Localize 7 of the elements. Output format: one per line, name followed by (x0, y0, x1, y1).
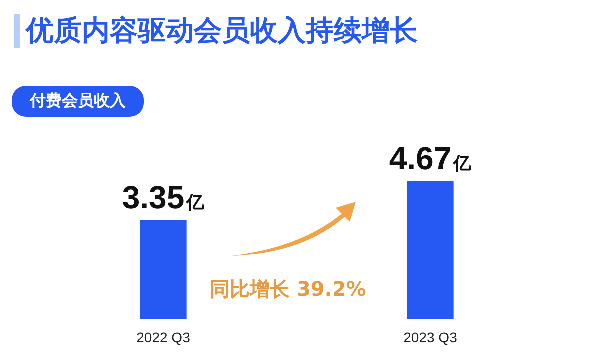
annotation: 同比增长 39.2% (210, 276, 366, 303)
data-label: 4.67亿 (389, 140, 473, 177)
chart-title: 优质内容驱动会员收入持续增长 (26, 13, 418, 49)
data-label: 3.35亿 (122, 180, 206, 216)
x-tick-label: 2023 Q3 (404, 329, 458, 346)
x-tick-label: 2022 Q3 (136, 329, 191, 346)
chart-subtitle: 付费会员收入 (12, 86, 144, 117)
